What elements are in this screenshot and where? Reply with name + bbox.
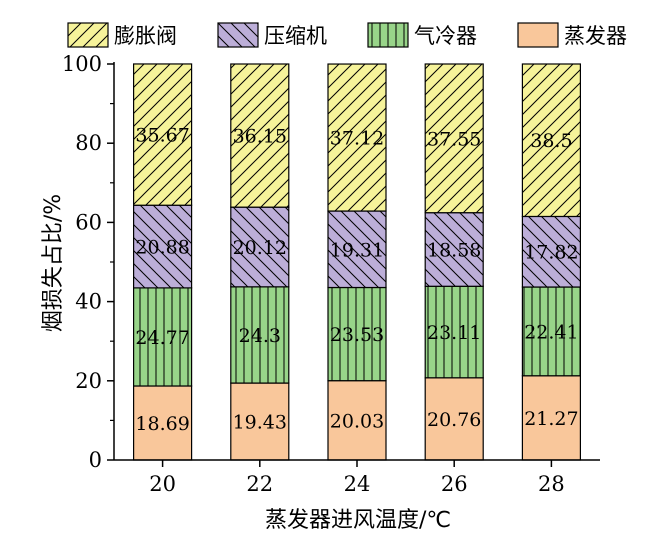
data-label-2-0: 20.88 bbox=[135, 237, 189, 259]
bar-segment-0-0 bbox=[133, 385, 192, 460]
y-tick-label-4: 80 bbox=[75, 131, 102, 155]
data-label-1-1: 24.3 bbox=[239, 325, 281, 347]
data-label-3-0: 35.67 bbox=[135, 125, 189, 147]
legend-swatch-outline-0 bbox=[67, 22, 109, 48]
legend-swatch-outline-1 bbox=[217, 22, 259, 48]
bar-hatch-1-4 bbox=[522, 287, 581, 376]
x-axis-title: 蒸发器进风温度/℃ bbox=[265, 508, 451, 533]
legend-label-0: 膨胀阀 bbox=[114, 24, 177, 48]
bar-segment-0-3 bbox=[425, 377, 484, 460]
legend-swatch-outline-3 bbox=[517, 22, 559, 48]
bar-hatch-2-0 bbox=[133, 205, 192, 288]
data-label-1-0: 24.77 bbox=[135, 327, 189, 349]
y-tick-label-1: 20 bbox=[75, 369, 102, 393]
x-tick-label-0: 20 bbox=[149, 472, 176, 496]
bar-hatch-2-3 bbox=[425, 212, 484, 287]
bar-hatch-3-2 bbox=[328, 64, 386, 212]
data-label-2-1: 20.12 bbox=[233, 237, 287, 259]
data-label-3-2: 37.12 bbox=[330, 128, 384, 150]
legend-swatch-hatch-1 bbox=[218, 23, 258, 47]
bar-hatch-3-1 bbox=[230, 64, 289, 208]
bar-outline-3-3 bbox=[424, 63, 484, 214]
data-label-2-4: 17.82 bbox=[524, 242, 578, 264]
data-label-1-4: 22.41 bbox=[524, 321, 578, 343]
data-label-2-2: 19.31 bbox=[330, 239, 384, 261]
bar-segment-0-1 bbox=[230, 383, 289, 460]
data-label-3-1: 36.15 bbox=[233, 126, 287, 148]
data-label-0-1: 19.43 bbox=[233, 412, 287, 434]
legend: 膨胀阀 压缩机 气冷器 蒸发器 bbox=[67, 22, 627, 48]
data-label-0-2: 20.03 bbox=[330, 410, 384, 432]
bar-hatch-1-2 bbox=[328, 287, 386, 381]
x-tick-label-1: 22 bbox=[246, 472, 273, 496]
axes-group: 0 20 40 60 80 100 20 22 24 26 28 bbox=[62, 52, 600, 496]
bar-hatch-2-2 bbox=[328, 211, 386, 288]
data-label-1-2: 23.53 bbox=[330, 324, 384, 346]
bar-segment-0-2 bbox=[328, 380, 386, 460]
bar-hatch-1-3 bbox=[425, 286, 484, 378]
data-label-3-3: 37.55 bbox=[427, 128, 481, 150]
data-label-3-4: 38.5 bbox=[530, 130, 572, 152]
legend-swatch-hatch-0 bbox=[68, 23, 108, 47]
data-label-0-4: 21.27 bbox=[524, 408, 578, 430]
bar-hatch-1-1 bbox=[230, 286, 289, 384]
bar-hatch-2-1 bbox=[230, 207, 289, 287]
bar-outline-3-2 bbox=[327, 63, 387, 212]
bar-outline-3-4 bbox=[521, 63, 582, 218]
data-label-0-0: 18.69 bbox=[135, 413, 189, 435]
x-tick-label-3: 26 bbox=[441, 472, 468, 496]
y-tick-label-3: 60 bbox=[75, 210, 102, 234]
legend-label-2: 气冷器 bbox=[414, 24, 477, 48]
y-tick-label-0: 0 bbox=[89, 448, 102, 472]
x-tick-label-2: 24 bbox=[344, 472, 371, 496]
legend-swatch-outline-2 bbox=[367, 22, 409, 48]
y-axis-title: 烟损失占比/% bbox=[41, 194, 66, 332]
bar-outline-3-1 bbox=[230, 63, 290, 208]
data-label-2-3: 18.58 bbox=[427, 239, 481, 261]
data-label-1-3: 23.11 bbox=[427, 322, 481, 344]
legend-swatch-hatch-2 bbox=[368, 23, 408, 47]
legend-swatch-3 bbox=[518, 23, 558, 47]
legend-label-1: 压缩机 bbox=[264, 24, 327, 48]
bar-hatch-3-0 bbox=[133, 63, 192, 206]
bar-hatch-2-4 bbox=[522, 216, 581, 288]
x-tick-label-4: 28 bbox=[538, 472, 565, 496]
y-tick-label-5: 100 bbox=[62, 52, 102, 76]
data-label-0-3: 20.76 bbox=[427, 409, 481, 431]
y-tick-label-2: 40 bbox=[75, 290, 102, 314]
bar-hatch-1-0 bbox=[133, 287, 192, 386]
legend-label-3: 蒸发器 bbox=[564, 24, 627, 48]
bar-hatch-3-4 bbox=[522, 64, 581, 217]
bar-segment-0-4 bbox=[522, 375, 581, 460]
bar-hatch-3-3 bbox=[425, 64, 484, 213]
bar-outline-3-0 bbox=[133, 63, 193, 206]
bars-group: 18.69 24.77 20.88 35.67 19.43 24.3 20.12 36.15 2… bbox=[133, 63, 582, 461]
